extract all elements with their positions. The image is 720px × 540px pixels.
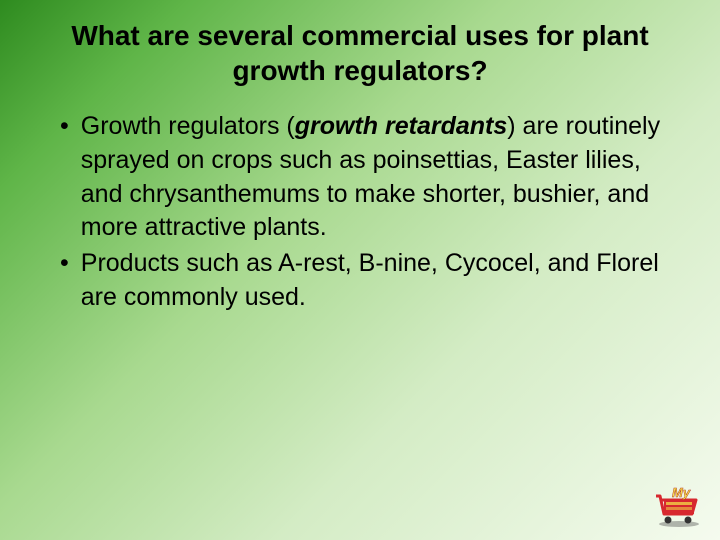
bullet-item: • Growth regulators (growth retardants) …: [60, 110, 684, 245]
bullet-list: • Growth regulators (growth retardants) …: [36, 110, 684, 315]
bullet-text: Growth regulators (growth retardants) ar…: [81, 110, 684, 245]
logo-icon: My: [650, 484, 704, 528]
bullet-marker: •: [60, 110, 69, 144]
slide-container: What are several commercial uses for pla…: [0, 0, 720, 315]
bullet-text: Products such as A-rest, B-nine, Cycocel…: [81, 247, 684, 315]
bullet-marker: •: [60, 247, 69, 281]
bullet-item: • Products such as A-rest, B-nine, Cycoc…: [60, 247, 684, 315]
bullet-emphasis: growth retardants: [295, 112, 508, 140]
bullet-pre: Growth regulators (: [81, 112, 295, 140]
svg-text:My: My: [672, 485, 691, 500]
slide-title: What are several commercial uses for pla…: [36, 18, 684, 88]
bullet-pre: Products such as A-rest, B-nine, Cycocel…: [81, 249, 659, 311]
